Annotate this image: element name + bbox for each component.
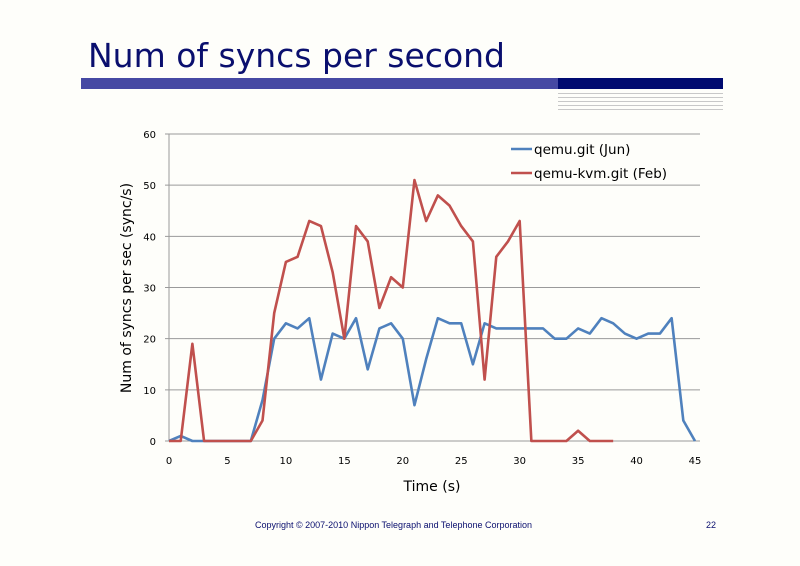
x-tick-label: 35	[572, 456, 585, 467]
y-tick-label: 10	[143, 386, 156, 397]
x-tick-label: 45	[689, 456, 702, 467]
x-tick-label: 20	[396, 456, 409, 467]
x-tick-label: 15	[338, 456, 351, 467]
decorative-rule	[558, 109, 723, 110]
series-line-qemu-git	[168, 316, 697, 443]
x-tick-label: 5	[224, 456, 230, 467]
decorative-rule	[558, 105, 723, 106]
decorative-rule	[558, 101, 723, 102]
x-tick-label: 25	[455, 456, 468, 467]
slide-title: Num of syncs per second	[88, 36, 505, 75]
y-tick-label: 30	[143, 284, 156, 295]
x-tick-label: 10	[280, 456, 293, 467]
decorative-rule	[558, 97, 723, 98]
legend-label: qemu-kvm.git (Feb)	[534, 166, 667, 182]
y-tick-label: 40	[143, 232, 156, 243]
y-tick-label: 60	[143, 130, 156, 141]
x-axis-label: Time (s)	[403, 479, 461, 495]
title-underline-bar	[81, 78, 558, 89]
title-accent-bar	[558, 78, 723, 89]
y-axis-label: Num of syncs per sec (sync/s)	[119, 183, 135, 393]
legend-label: qemu.git (Jun)	[534, 142, 630, 158]
page-number: 22	[706, 520, 717, 530]
series-line-qemu-kvm-git	[169, 178, 614, 443]
x-tick-label: 0	[166, 456, 172, 467]
y-tick-label: 20	[143, 335, 156, 346]
x-tick-label: 30	[513, 456, 526, 467]
x-tick-label: 40	[630, 456, 643, 467]
copyright-footer: Copyright © 2007-2010 Nippon Telegraph a…	[255, 520, 532, 530]
decorative-rule	[558, 93, 723, 94]
y-tick-label: 0	[150, 437, 156, 448]
y-tick-label: 50	[143, 181, 156, 192]
